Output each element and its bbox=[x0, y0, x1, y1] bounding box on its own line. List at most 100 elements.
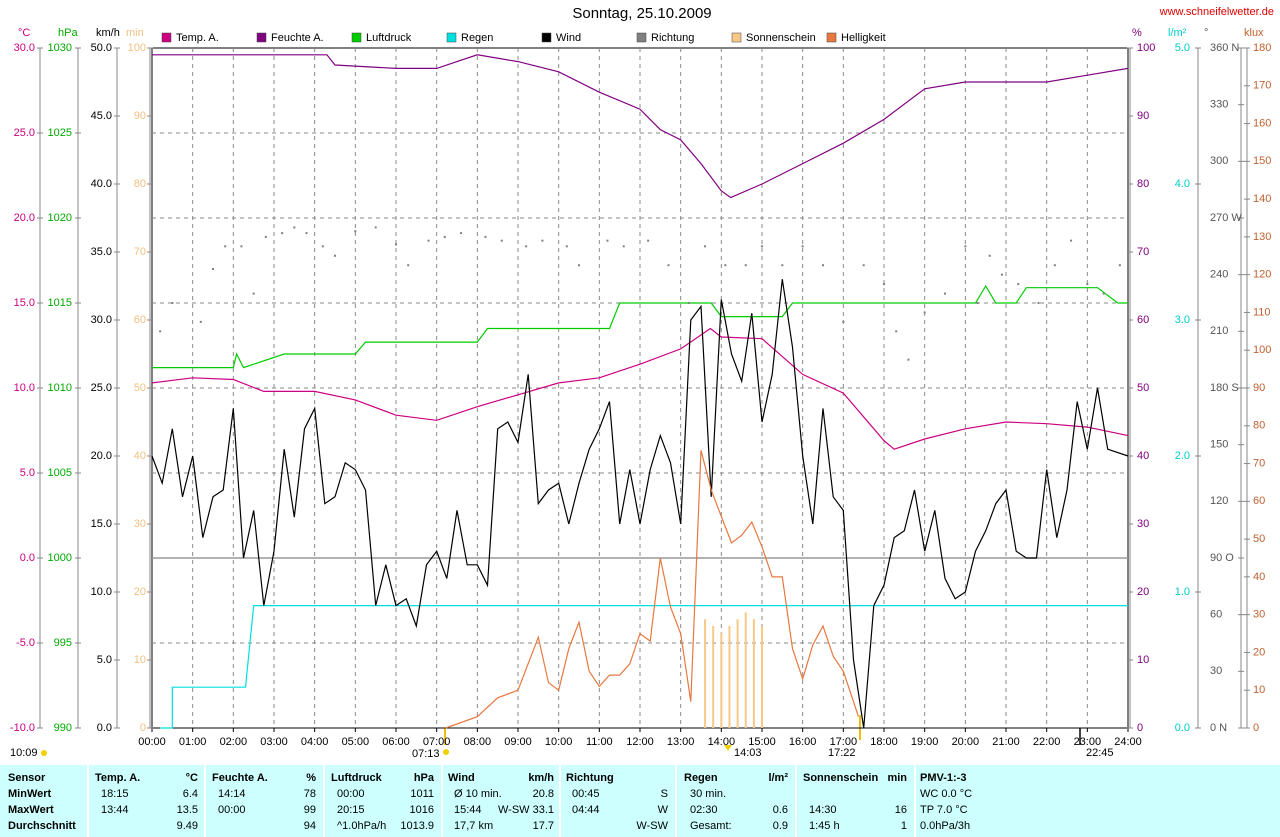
y-tick-label: 0.0 bbox=[97, 722, 112, 734]
x-tick-label: 11:00 bbox=[586, 736, 613, 748]
legend-swatch bbox=[826, 32, 837, 43]
y-tick-label: 50 bbox=[134, 382, 146, 394]
x-tick-label: 20:00 bbox=[952, 736, 980, 748]
direction-dot bbox=[907, 358, 910, 361]
direction-dot bbox=[944, 292, 946, 295]
y-tick-label: 170 bbox=[1253, 80, 1271, 92]
y-tick-label: 25.0 bbox=[14, 127, 35, 139]
direction-dot bbox=[374, 226, 377, 229]
moonrise-icon bbox=[41, 750, 47, 756]
x-tick-label: 21:00 bbox=[992, 736, 1020, 748]
y-tick-label: 90 bbox=[1253, 382, 1265, 394]
direction-dot bbox=[264, 235, 267, 238]
direction-dot bbox=[224, 245, 227, 248]
y-tick-label: 120 bbox=[1210, 495, 1228, 507]
direction-dot bbox=[321, 245, 324, 248]
table-cell: S bbox=[661, 788, 668, 800]
noon-icon bbox=[724, 745, 732, 751]
direction-dot bbox=[212, 268, 214, 270]
direction-dot bbox=[159, 330, 162, 333]
series-line bbox=[160, 605, 1128, 729]
y-tick-label: 120 bbox=[1253, 269, 1271, 281]
y-tick-label: 20 bbox=[1137, 586, 1149, 598]
direction-dot bbox=[883, 283, 885, 286]
direction-dot bbox=[1053, 264, 1056, 267]
direction-dot bbox=[354, 230, 357, 233]
y-tick-label: 10 bbox=[134, 654, 146, 666]
table-header: Sonnenschein bbox=[803, 772, 878, 784]
direction-dot bbox=[622, 245, 625, 248]
y-tick-label: 50.0 bbox=[91, 42, 112, 54]
y-tick-label: 30.0 bbox=[14, 42, 35, 54]
direction-dot bbox=[862, 264, 865, 267]
y-tick-label: 1015 bbox=[48, 297, 72, 309]
y-tick-label: 0.0 bbox=[20, 552, 35, 564]
table-cell: 02:30 bbox=[690, 804, 718, 816]
axis-unit: hPa bbox=[58, 27, 78, 39]
table-cell: 20.8 bbox=[533, 788, 554, 800]
y-tick-label: 150 bbox=[1210, 439, 1228, 451]
x-tick-label: 16:00 bbox=[789, 736, 817, 748]
table-cell: 6.4 bbox=[183, 788, 198, 800]
direction-dot bbox=[395, 243, 397, 246]
y-tick-label: 0.0 bbox=[1175, 722, 1190, 734]
y-tick-label: 20.0 bbox=[14, 212, 35, 224]
y-tick-label: 60 bbox=[134, 314, 146, 326]
y-tick-label: 30 bbox=[1210, 665, 1222, 677]
axis-unit: ° bbox=[1204, 27, 1208, 39]
y-tick-label: 25.0 bbox=[91, 382, 112, 394]
y-tick-label: 300 bbox=[1210, 155, 1228, 167]
x-tick-label: 03:00 bbox=[260, 736, 288, 748]
legend-label: Wind bbox=[556, 32, 581, 44]
y-tick-label: 15.0 bbox=[14, 297, 35, 309]
y-tick-label: 0 bbox=[1253, 722, 1259, 734]
sunshine-bar bbox=[712, 626, 715, 728]
direction-dot bbox=[988, 254, 991, 257]
series-line bbox=[445, 450, 859, 729]
y-tick-label: 70 bbox=[1137, 246, 1149, 258]
x-tick-label: 02:00 bbox=[220, 736, 248, 748]
x-tick-label: 17:00 bbox=[830, 736, 858, 748]
direction-dot bbox=[781, 264, 784, 267]
axis-unit: min bbox=[126, 27, 144, 39]
series-line bbox=[152, 284, 1128, 369]
x-tick-label: 00:00 bbox=[138, 736, 166, 748]
table-cell: 20:15 bbox=[337, 804, 365, 816]
table-cell: 00:00 bbox=[218, 804, 246, 816]
y-tick-label: 1005 bbox=[48, 467, 72, 479]
y-tick-label: 20 bbox=[1253, 646, 1265, 658]
y-tick-label: 40 bbox=[134, 450, 146, 462]
direction-dot bbox=[1070, 239, 1073, 242]
table-header: Sensor bbox=[8, 772, 46, 784]
table-unit: km/h bbox=[528, 772, 554, 784]
series-line bbox=[151, 327, 1129, 450]
table-cell: MaxWert bbox=[8, 804, 54, 816]
y-tick-label: 35.0 bbox=[91, 246, 112, 258]
y-tick-label: 240 bbox=[1210, 269, 1228, 281]
y-tick-label: 45.0 bbox=[91, 110, 112, 122]
y-tick-label: 990 bbox=[54, 722, 72, 734]
y-tick-label: 100 bbox=[1137, 42, 1155, 54]
direction-dot bbox=[761, 245, 763, 248]
y-tick-label: 80 bbox=[1253, 420, 1265, 432]
y-tick-label: 20.0 bbox=[91, 450, 112, 462]
y-tick-label: 3.0 bbox=[1175, 314, 1190, 326]
y-tick-label: 40.0 bbox=[91, 178, 112, 190]
direction-dot bbox=[704, 245, 707, 248]
table-cell: Durchschnitt bbox=[8, 820, 76, 832]
table-cell: Ø 10 min. bbox=[454, 788, 502, 800]
y-tick-label: 30 bbox=[1137, 518, 1149, 530]
time-annotation: 07:13 bbox=[412, 748, 440, 760]
y-tick-label: 180 bbox=[1253, 42, 1271, 54]
y-tick-label: -10.0 bbox=[10, 722, 35, 734]
y-tick-label: 0 bbox=[1137, 722, 1143, 734]
direction-dot bbox=[1037, 302, 1040, 304]
series-line bbox=[152, 54, 1129, 199]
table-cell: W bbox=[658, 804, 669, 816]
legend-label: Temp. A. bbox=[176, 32, 219, 44]
table-header: Feuchte A. bbox=[212, 772, 268, 784]
direction-dot bbox=[541, 239, 544, 242]
sunshine-bar bbox=[752, 619, 755, 728]
y-tick-label: 1000 bbox=[48, 552, 72, 564]
